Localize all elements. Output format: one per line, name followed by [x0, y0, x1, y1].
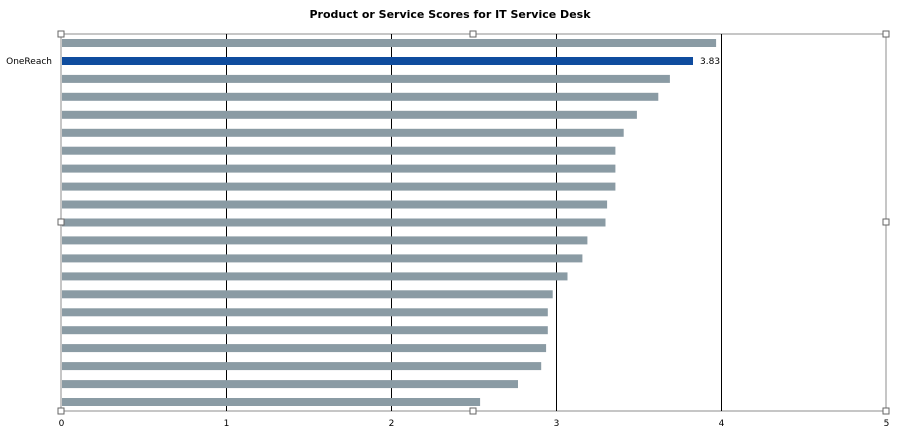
x-tick-label-5: 5 [884, 419, 890, 429]
resize-handle[interactable] [882, 407, 890, 415]
category-labels: OneReach 3.83 [6, 57, 720, 67]
bar-8 [62, 164, 616, 173]
bar-21 [62, 398, 481, 406]
bar-6 [62, 128, 624, 137]
resize-handle[interactable] [57, 218, 65, 226]
category-label: OneReach [6, 57, 52, 67]
bars [62, 39, 717, 406]
bar-20 [62, 380, 518, 389]
x-tick-label-2: 2 [389, 419, 395, 429]
resize-handle[interactable] [469, 30, 477, 38]
resize-handle[interactable] [882, 218, 890, 226]
selection-handles[interactable] [57, 30, 890, 415]
bar-3 [62, 74, 670, 83]
bar-12 [62, 236, 588, 245]
x-tick-label-3: 3 [554, 419, 560, 429]
bar-13 [62, 254, 583, 263]
bar-18 [62, 344, 547, 353]
x-axis-ticks: 0 1 2 3 4 5 [59, 419, 890, 429]
bar-19 [62, 362, 542, 371]
resize-handle[interactable] [469, 407, 477, 415]
bar-15 [62, 290, 553, 299]
bar-9 [62, 182, 616, 191]
data-label: 3.83 [700, 57, 720, 67]
x-tick-label-0: 0 [59, 419, 65, 429]
bar-16 [62, 308, 548, 317]
resize-handle[interactable] [57, 30, 65, 38]
resize-handle[interactable] [882, 30, 890, 38]
bar-10 [62, 200, 608, 209]
x-tick-label-4: 4 [719, 419, 725, 429]
bar-11 [62, 218, 606, 227]
bar-1 [62, 39, 717, 47]
chart-title: Product or Service Scores for IT Service… [309, 8, 591, 21]
bar-7 [62, 146, 616, 155]
resize-handle[interactable] [57, 407, 65, 415]
x-tick-label-1: 1 [224, 419, 230, 429]
bar-17 [62, 326, 548, 335]
bar-2 [62, 57, 693, 65]
bar-5 [62, 110, 637, 119]
bar-4 [62, 92, 659, 101]
bar-14 [62, 272, 568, 281]
